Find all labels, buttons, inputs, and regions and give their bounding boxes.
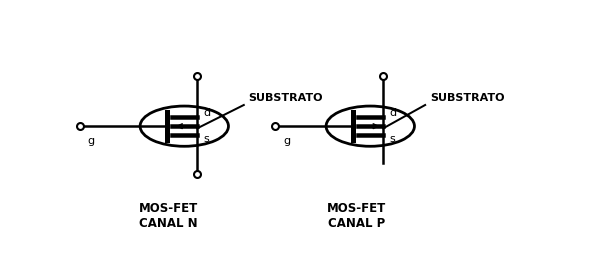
Text: s: s bbox=[204, 134, 209, 144]
Text: d: d bbox=[204, 108, 211, 119]
Text: MOS-FET
CANAL N: MOS-FET CANAL N bbox=[139, 202, 197, 230]
Text: SUBSTRATO: SUBSTRATO bbox=[430, 93, 504, 103]
Text: g: g bbox=[283, 136, 290, 146]
Text: SUBSTRATO: SUBSTRATO bbox=[248, 93, 323, 103]
Text: s: s bbox=[390, 134, 395, 144]
Text: g: g bbox=[88, 136, 95, 146]
Text: MOS-FET
CANAL P: MOS-FET CANAL P bbox=[326, 202, 386, 230]
Text: d: d bbox=[390, 108, 397, 119]
